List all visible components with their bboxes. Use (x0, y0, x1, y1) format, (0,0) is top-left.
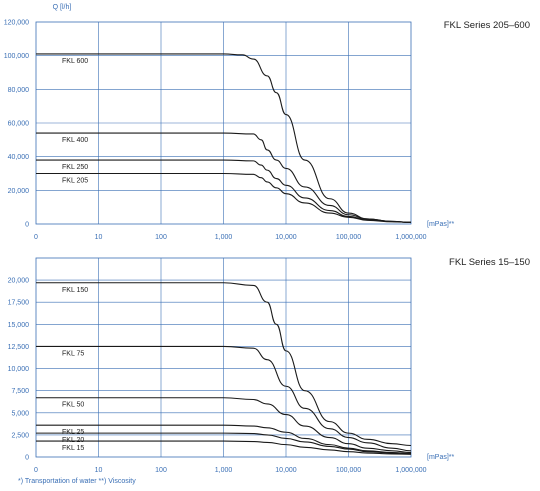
series-label: FKL 50 (62, 402, 84, 409)
y-tick-label: 5,000 (11, 410, 29, 417)
chart-title: FKL Series 205–600 (444, 20, 530, 31)
x-tick-label: 100 (155, 234, 167, 241)
x-tick-label: 10,000 (275, 234, 297, 241)
y-tick-label: 7,500 (11, 388, 29, 395)
chart-title: FKL Series 15–150 (449, 257, 530, 268)
series-label: FKL 400 (62, 137, 88, 144)
series-label: FKL 75 (62, 350, 84, 357)
y-tick-label: 0 (25, 222, 29, 229)
y-tick-label: 80,000 (8, 87, 30, 94)
series-label: FKL 250 (62, 164, 88, 171)
series-line (36, 345, 412, 452)
y-tick-label: 0 (25, 455, 29, 462)
y-axis-label: Q [l/h] (53, 4, 72, 11)
series-line (35, 440, 412, 455)
y-tick-label: 120,000 (4, 20, 29, 27)
x-tick-label: 10 (95, 234, 103, 241)
footnote: *) Transportation of water **) Viscosity (18, 478, 136, 485)
x-tick-label: 10,000 (275, 467, 297, 474)
x-tick-label: 100,000 (336, 467, 361, 474)
series-label: FKL 600 (62, 58, 88, 65)
y-tick-label: 15,000 (8, 322, 30, 329)
x-tick-label: 100 (155, 467, 167, 474)
series-line (36, 132, 412, 223)
series-label: FKL 15 (62, 445, 84, 452)
y-tick-label: 10,000 (8, 366, 30, 373)
x-tick-label: 1,000,000 (395, 234, 426, 241)
y-tick-label: 2,500 (11, 432, 29, 439)
x-tick-label: 100,000 (336, 234, 361, 241)
y-tick-label: 60,000 (8, 121, 30, 128)
x-tick-label: 0 (34, 467, 38, 474)
series-line (35, 432, 412, 455)
series-line (36, 397, 412, 454)
x-tick-label: 1,000 (215, 467, 233, 474)
y-tick-label: 17,500 (8, 300, 30, 307)
series-line (35, 172, 412, 223)
series-label: FKL 150 (62, 287, 88, 294)
x-axis-label: [mPas]** (427, 454, 455, 461)
y-tick-label: 20,000 (8, 188, 30, 195)
x-tick-label: 10 (95, 467, 103, 474)
x-tick-label: 0 (34, 234, 38, 241)
y-tick-label: 20,000 (8, 278, 30, 285)
y-tick-label: 40,000 (8, 154, 30, 161)
series-line (36, 282, 412, 447)
series-label: FKL 205 (62, 178, 88, 185)
x-tick-label: 1,000 (215, 234, 233, 241)
series-line (35, 424, 412, 455)
x-tick-label: 1,000,000 (395, 467, 426, 474)
y-tick-label: 12,500 (8, 344, 30, 351)
y-tick-label: 100,000 (4, 53, 29, 60)
x-axis-label: [mPas]** (427, 221, 455, 228)
